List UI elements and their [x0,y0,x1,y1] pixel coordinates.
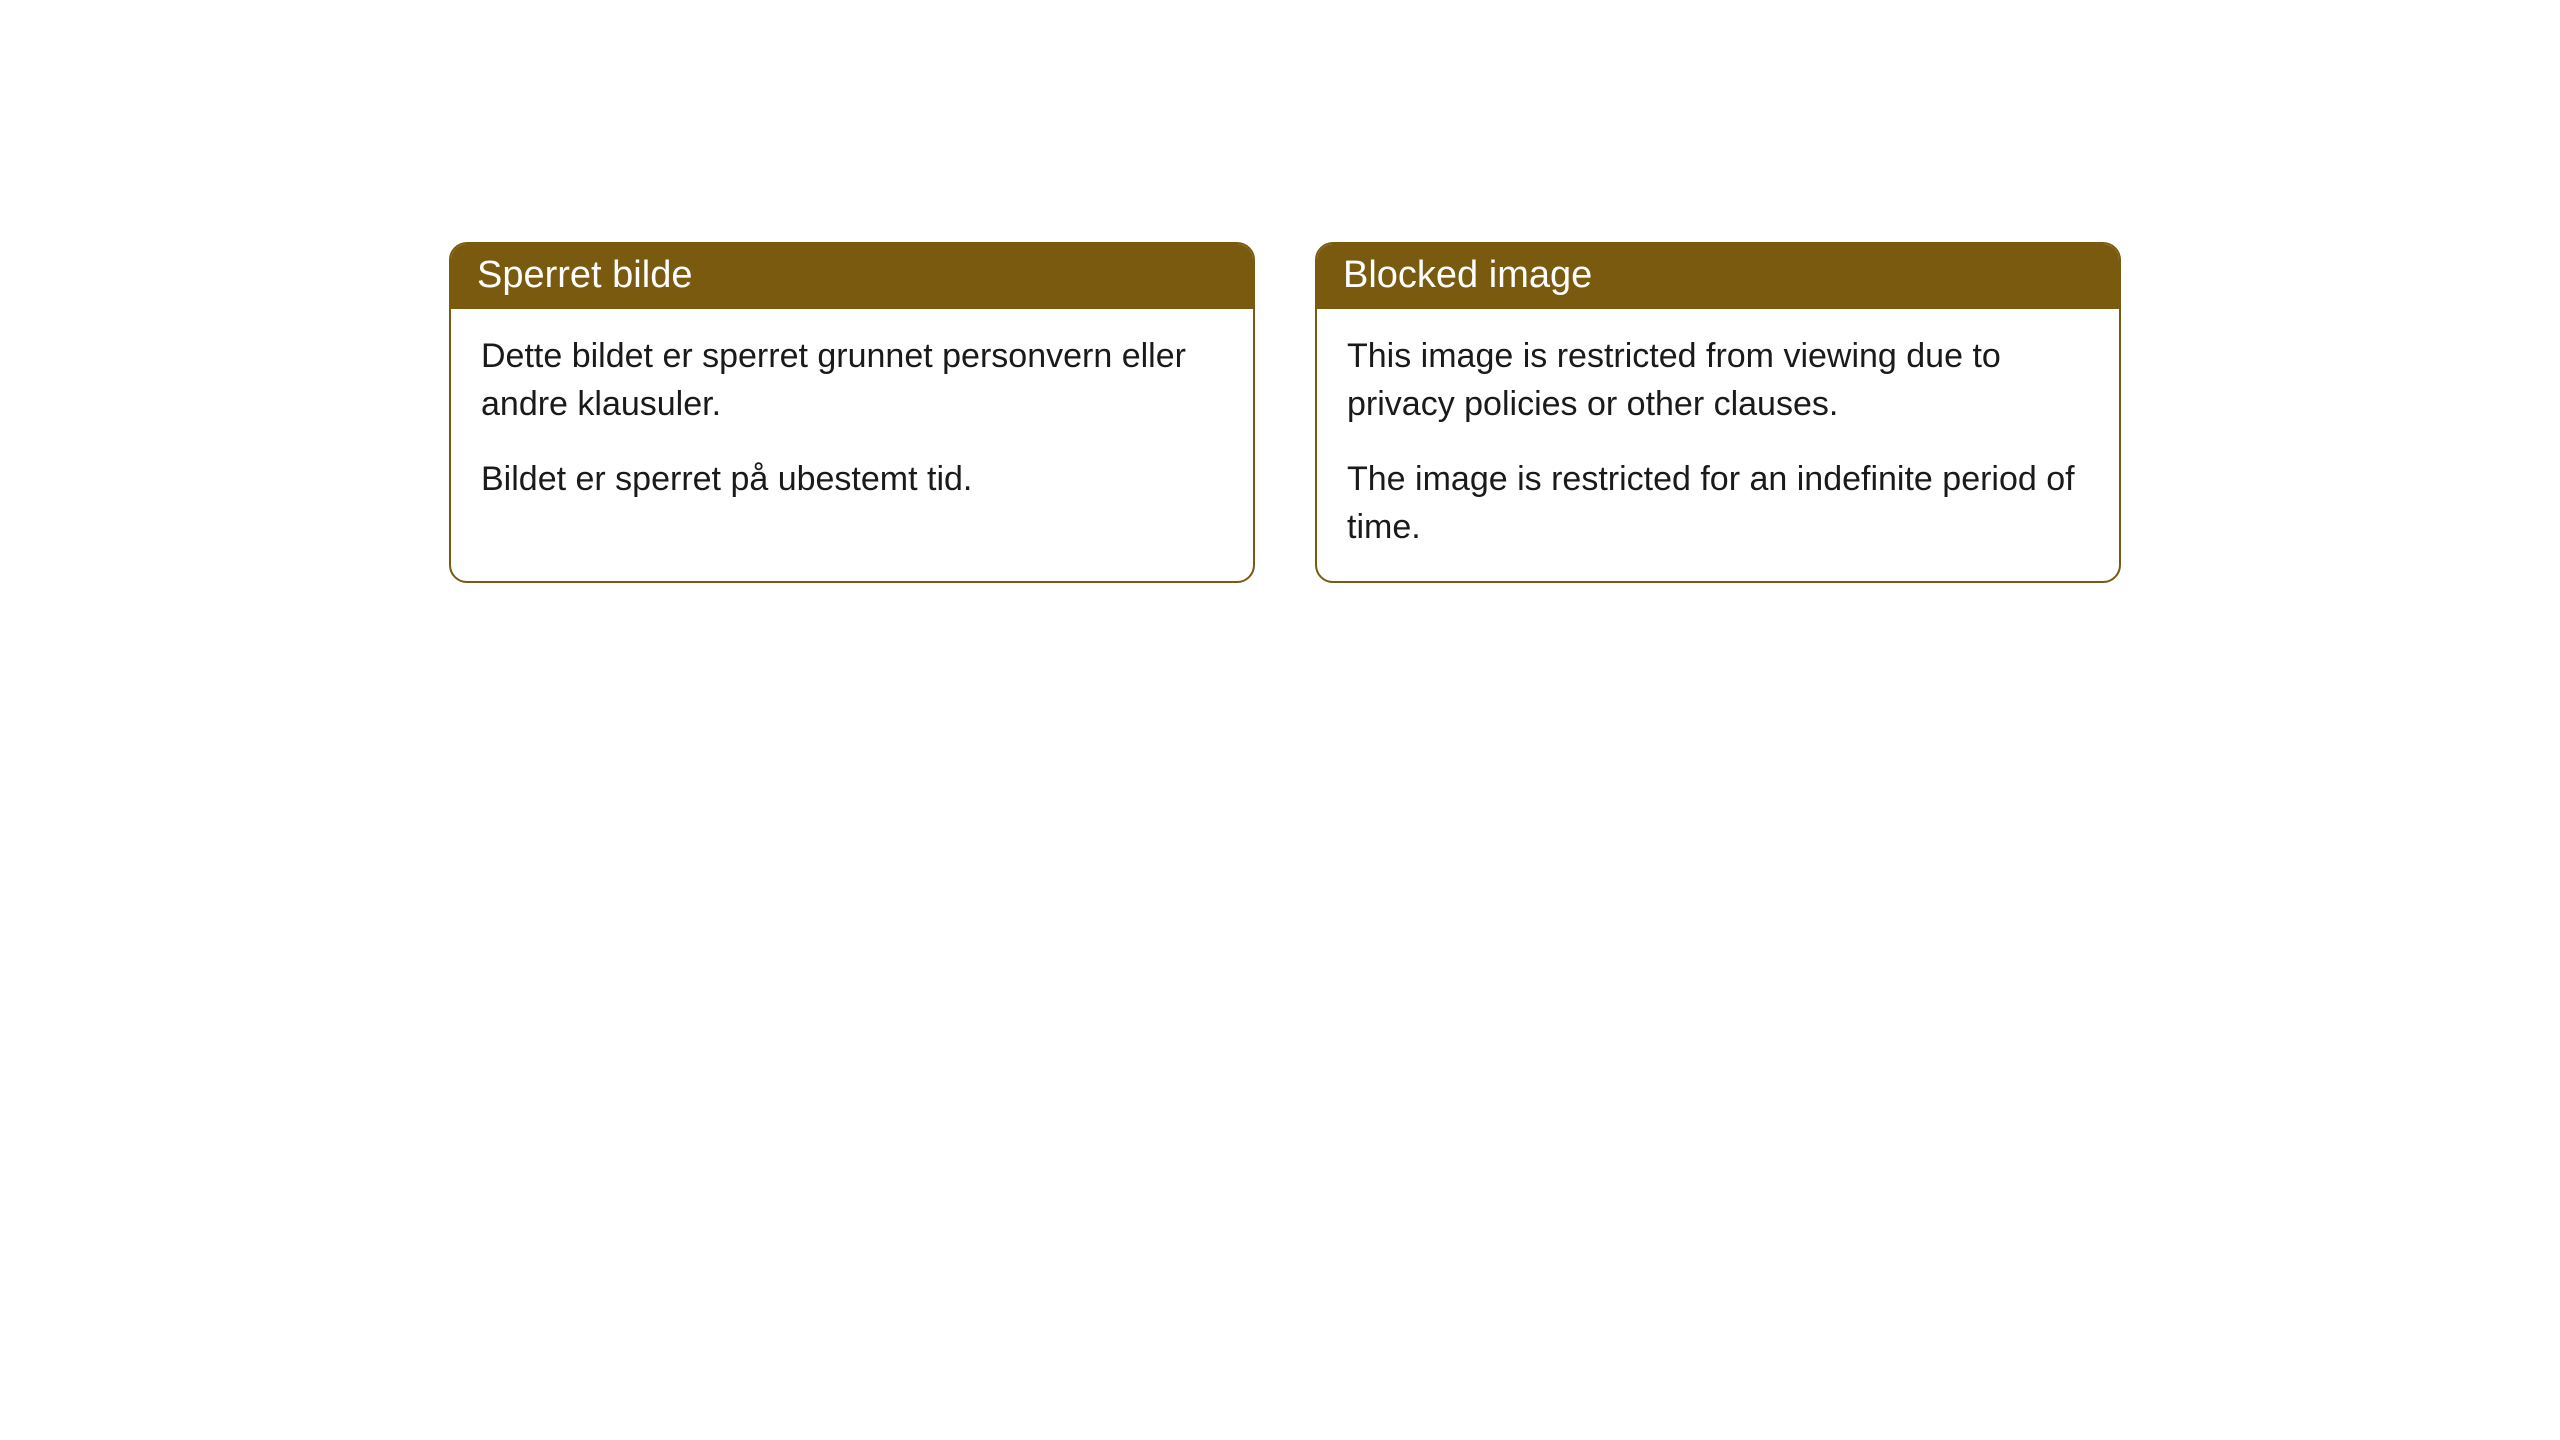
card-body-en: This image is restricted from viewing du… [1317,309,2119,581]
card-paragraph-1-en: This image is restricted from viewing du… [1347,333,2089,428]
card-paragraph-2-no: Bildet er sperret på ubestemt tid. [481,456,1223,504]
blocked-image-card-en: Blocked image This image is restricted f… [1315,242,2121,583]
blocked-image-card-no: Sperret bilde Dette bildet er sperret gr… [449,242,1255,583]
card-body-no: Dette bildet er sperret grunnet personve… [451,309,1253,534]
card-header-en: Blocked image [1317,244,2119,309]
card-header-no: Sperret bilde [451,244,1253,309]
cards-container: Sperret bilde Dette bildet er sperret gr… [0,0,2560,583]
card-paragraph-2-en: The image is restricted for an indefinit… [1347,456,2089,551]
card-paragraph-1-no: Dette bildet er sperret grunnet personve… [481,333,1223,428]
